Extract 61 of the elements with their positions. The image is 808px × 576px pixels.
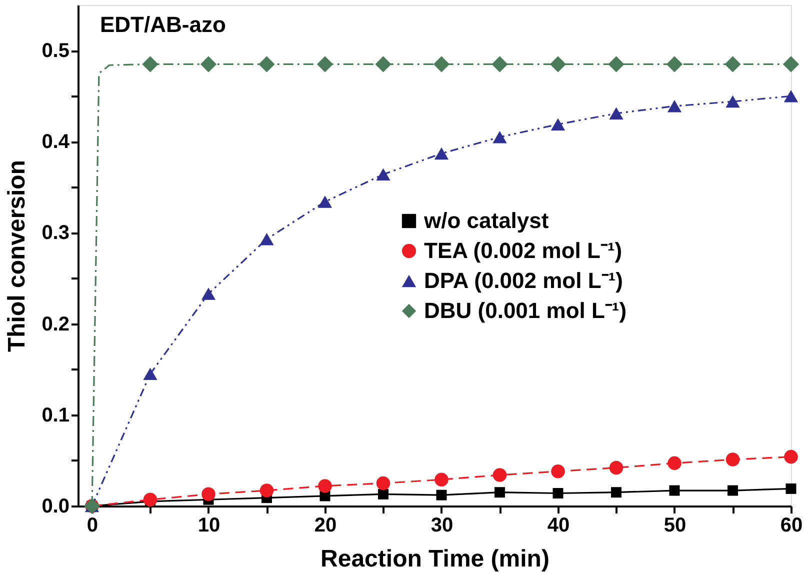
- point: [784, 90, 798, 102]
- annotation: EDT/AB-azo: [100, 12, 226, 37]
- point: [726, 452, 740, 466]
- x-tick-label: 50: [664, 514, 686, 536]
- point: [260, 484, 274, 498]
- point: [202, 487, 216, 502]
- point: [492, 130, 507, 144]
- point: [668, 456, 682, 470]
- x-tick-label: 30: [430, 514, 454, 536]
- point: [436, 490, 447, 500]
- point: [728, 485, 738, 496]
- x-tick-label: 60: [780, 514, 803, 536]
- point: [552, 488, 564, 498]
- y-tick-label: 0.0: [42, 496, 70, 518]
- point: [376, 168, 390, 181]
- point: [782, 56, 800, 72]
- point: [609, 460, 624, 475]
- point: [724, 56, 741, 72]
- legend-label: TEA (0.002 mol L⁻¹): [424, 238, 622, 263]
- point: [786, 483, 796, 494]
- point: [550, 56, 566, 72]
- legend-label: DPA (0.002 mol L⁻¹): [424, 268, 623, 293]
- point: [318, 479, 332, 493]
- point: [318, 196, 332, 208]
- point: [550, 118, 566, 130]
- point: [669, 485, 680, 496]
- point: [143, 368, 158, 380]
- y-tick-label: 0.5: [42, 40, 70, 62]
- point: [492, 56, 508, 72]
- point: [376, 476, 390, 490]
- point: [143, 492, 158, 506]
- point: [142, 56, 158, 72]
- point: [375, 56, 392, 72]
- point: [667, 100, 682, 112]
- point: [726, 95, 740, 108]
- x-tick-label: 20: [314, 514, 337, 536]
- point: [378, 488, 388, 500]
- point: [551, 464, 565, 478]
- y-tick-label: 0.4: [42, 131, 70, 154]
- point: [608, 56, 624, 72]
- x-tick-label: 40: [547, 514, 570, 536]
- y-tick-label: 0.1: [42, 404, 70, 426]
- point: [611, 487, 622, 498]
- legend-label: w/o catalyst: [423, 208, 550, 233]
- x-axis-title: Reaction Time (min): [320, 546, 550, 572]
- point: [784, 450, 798, 464]
- y-tick-label: 0.3: [42, 222, 70, 244]
- point: [434, 147, 449, 160]
- point: [492, 468, 507, 482]
- point: [433, 56, 450, 72]
- point: [434, 472, 448, 486]
- x-tick-label: 10: [198, 514, 220, 536]
- point: [258, 56, 275, 72]
- point: [609, 107, 624, 120]
- legend-label: DBU (0.001 mol L⁻¹): [424, 298, 627, 323]
- point: [260, 232, 274, 246]
- x-tick-label: 0: [86, 514, 98, 536]
- y-tick-label: 0.2: [42, 313, 70, 336]
- point: [494, 487, 505, 498]
- y-axis-title: Thiol conversion: [4, 160, 31, 352]
- point: [201, 288, 216, 300]
